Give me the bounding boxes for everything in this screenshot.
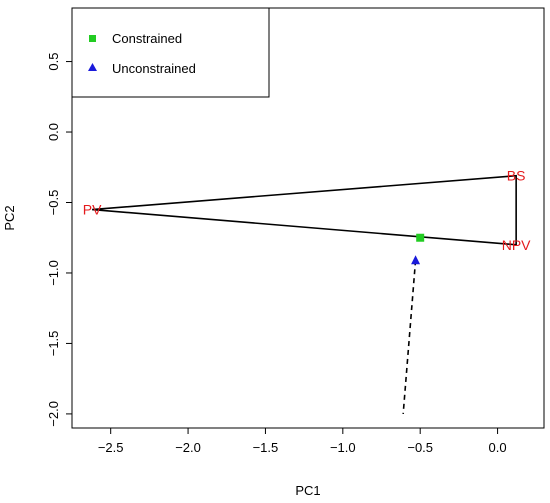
x-tick-label: −1.0 [330, 440, 356, 455]
legend-box [71, 7, 270, 98]
legend-constrained-label: Constrained [112, 31, 182, 46]
point-constrained [416, 233, 425, 242]
points-layer [411, 233, 425, 265]
vertex-label-pv: PV [83, 202, 102, 218]
x-tick-label: 0.0 [489, 440, 507, 455]
y-tick-label: −1.5 [46, 331, 61, 357]
y-tick-label: 0.0 [46, 123, 61, 141]
y-tick-label: −0.5 [46, 190, 61, 216]
y-tick-label: 0.5 [46, 53, 61, 71]
x-tick-label: −0.5 [407, 440, 433, 455]
simplex-triangle [92, 174, 517, 246]
x-axis: −2.5 −2.0 −1.5 −1.0 −0.5 0.0 [98, 427, 507, 455]
y-tick-label: −2.0 [46, 401, 61, 427]
legend-unconstrained-label: Unconstrained [112, 61, 196, 76]
y-tick-label: −1.0 [46, 260, 61, 286]
x-tick-label: −2.0 [175, 440, 201, 455]
x-tick-label: −1.5 [253, 440, 279, 455]
vertex-labels: PV BS NPV [83, 168, 531, 253]
legend: Constrained Unconstrained [71, 7, 270, 98]
dashed-line [402, 260, 417, 414]
x-tick-label: −2.5 [98, 440, 124, 455]
legend-constrained-marker [89, 35, 96, 42]
triangle-edges [92, 174, 517, 246]
vertex-label-npv: NPV [502, 237, 531, 253]
dashed-line-layer [402, 260, 417, 414]
point-unconstrained [411, 255, 421, 265]
vertex-label-bs: BS [507, 168, 526, 184]
y-axis: 0.5 0.0 −0.5 −1.0 −1.5 −2.0 [46, 53, 73, 427]
x-axis-title: PC1 [295, 483, 320, 498]
legend-unconstrained-marker [88, 63, 97, 71]
y-axis-title: PC2 [2, 205, 17, 230]
